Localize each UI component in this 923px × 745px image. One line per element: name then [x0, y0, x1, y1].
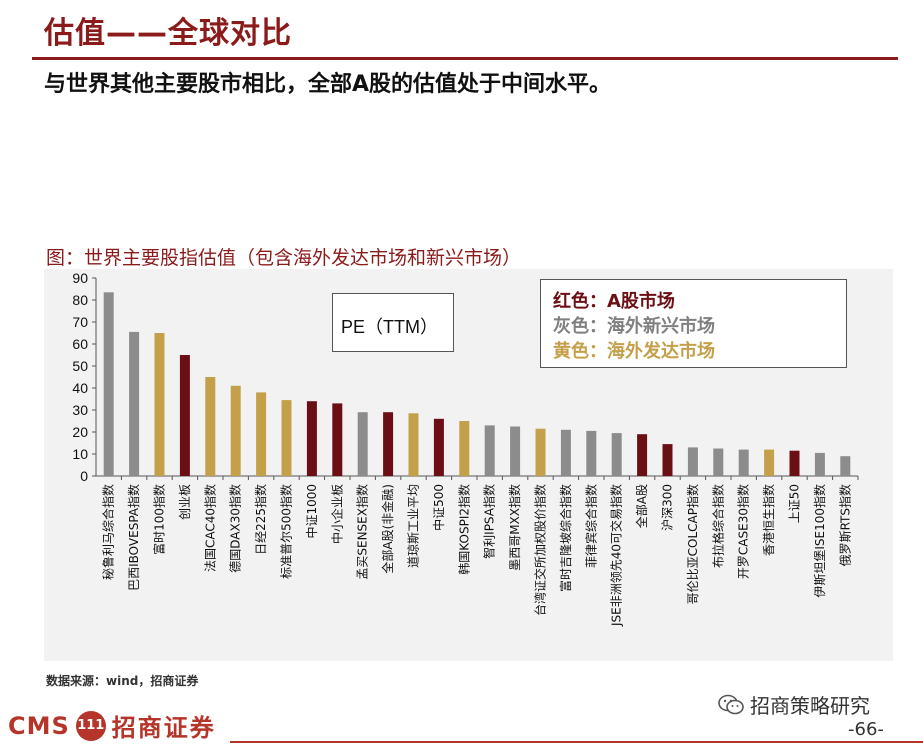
- y-tick-label: 50: [72, 358, 88, 374]
- page-title: 估值——全球对比: [44, 16, 292, 51]
- bar-3: [154, 333, 165, 476]
- x-category-label: 俄罗斯RTS指数: [837, 484, 852, 566]
- chart-legend: 红色：A股市场 灰色：海外新兴市场 黄色：海外发达市场: [540, 279, 847, 368]
- wechat-label: 招商策略研究: [750, 694, 870, 718]
- x-category-label: 中小企业板: [329, 484, 344, 544]
- bar-24: [687, 447, 698, 476]
- pe-label: PE（TTM）: [341, 317, 438, 337]
- x-category-label: 中证500: [431, 484, 446, 531]
- x-category-label: 创业板: [178, 484, 192, 520]
- brand-logo-icon: 111: [75, 710, 106, 741]
- bar-7: [256, 392, 267, 476]
- x-category-label: 上证50: [788, 484, 802, 523]
- wechat-badge: 招商策略研究: [718, 690, 870, 719]
- bar-19: [560, 429, 571, 476]
- bar-4: [179, 355, 190, 476]
- bar-chart: 0102030405060708090秘鲁利马综合指数 巴西IBOVESPA指数富…: [72, 270, 859, 627]
- legend-item-emerging: 灰色：海外新兴市场: [553, 316, 715, 337]
- pe-label-box: PE（TTM）: [332, 293, 454, 352]
- bar-11: [357, 412, 368, 476]
- x-category-label: 秘鲁利马综合指数: [101, 484, 116, 580]
- y-tick-label: 0: [80, 468, 88, 484]
- x-category-label: 墨西哥MXX指数: [507, 484, 522, 571]
- x-category-label: 沪深300: [661, 484, 675, 531]
- x-category-label: 中证1000: [304, 484, 319, 539]
- x-category-label: 巴西IBOVESPA指数: [126, 484, 141, 591]
- figure-title: 图：世界主要股指估值（包含海外发达市场和新兴市场）: [46, 247, 522, 269]
- brand-cms: CMS: [8, 711, 70, 740]
- bar-29: [814, 452, 825, 476]
- y-tick-label: 60: [72, 336, 88, 352]
- bar-16: [484, 425, 495, 476]
- y-tick-label: 70: [72, 314, 88, 330]
- x-category-label: 哥伦比亚COLCAP指数: [685, 484, 700, 604]
- x-category-label: 富时100指数: [152, 484, 167, 555]
- bar-22: [637, 434, 648, 476]
- x-category-label: 菲律宾综合指数: [583, 484, 598, 568]
- bar-8: [281, 400, 292, 476]
- brand-logo-block: CMS 111 招商证券: [8, 708, 216, 743]
- bar-21: [611, 433, 622, 476]
- wechat-icon: [718, 694, 744, 716]
- bar-6: [230, 385, 241, 476]
- bar-15: [459, 421, 470, 476]
- y-tick-label: 80: [72, 292, 88, 308]
- y-tick-label: 10: [72, 446, 88, 462]
- data-source: 数据来源：wind，招商证券: [46, 674, 199, 688]
- bar-20: [586, 430, 597, 476]
- bar-10: [332, 403, 343, 476]
- x-category-label: 伊斯坦堡ISE100指数: [812, 484, 827, 598]
- bar-1: [103, 292, 114, 476]
- bar-30: [840, 456, 851, 476]
- x-category-label: 孟买SENSEX指数: [355, 484, 370, 580]
- bar-25: [713, 448, 724, 476]
- x-category-label: 香港恒生指数: [761, 484, 776, 556]
- title-divider: [32, 57, 898, 60]
- footer-divider: [230, 741, 923, 743]
- bar-27: [764, 449, 775, 476]
- bar-18: [535, 428, 546, 476]
- bar-14: [433, 418, 444, 476]
- page-subtitle: 与世界其他主要股市相比，全部A股的估值处于中间水平。: [44, 72, 612, 97]
- x-category-label: 开罗CASE30指数: [736, 484, 751, 579]
- x-category-label: 智利IPSA指数: [482, 484, 497, 559]
- bar-2: [129, 331, 140, 476]
- page-number: -66-: [848, 719, 884, 740]
- y-tick-label: 30: [72, 402, 88, 418]
- x-category-label: 富时吉隆坡综合指数: [558, 484, 573, 592]
- y-tick-label: 90: [72, 270, 88, 286]
- bar-5: [205, 377, 216, 476]
- y-tick-label: 20: [72, 424, 88, 440]
- x-category-label: 韩国KOSPI2指数: [456, 484, 471, 575]
- brand-name: 招商证券: [111, 714, 216, 742]
- x-category-label: 德国DAX30指数: [228, 484, 243, 573]
- x-category-label: 日经225指数: [253, 484, 268, 555]
- bar-26: [738, 449, 749, 476]
- y-tick-label: 40: [72, 380, 88, 396]
- bar-17: [510, 426, 521, 476]
- x-category-label: 布拉格综合指数: [710, 484, 725, 568]
- x-category-label: 标准普尔500指数: [279, 484, 294, 579]
- x-category-label: 法国CAC40指数: [202, 484, 217, 572]
- x-category-label: JSE非洲领先40可交易指数: [609, 484, 624, 627]
- bar-13: [408, 413, 419, 476]
- x-category-label: 全部A股(非金融): [380, 484, 395, 574]
- x-category-label: 道琼斯工业平均: [406, 484, 421, 568]
- x-category-label: 台湾证交所加权股价指数: [533, 484, 548, 616]
- bar-9: [306, 401, 317, 476]
- bar-12: [383, 412, 394, 476]
- x-category-label: 全部A股: [634, 484, 649, 528]
- legend-item-a-share: 红色：A股市场: [553, 291, 675, 312]
- bar-28: [789, 450, 800, 476]
- bar-23: [662, 444, 673, 476]
- legend-item-developed: 黄色：海外发达市场: [553, 341, 715, 362]
